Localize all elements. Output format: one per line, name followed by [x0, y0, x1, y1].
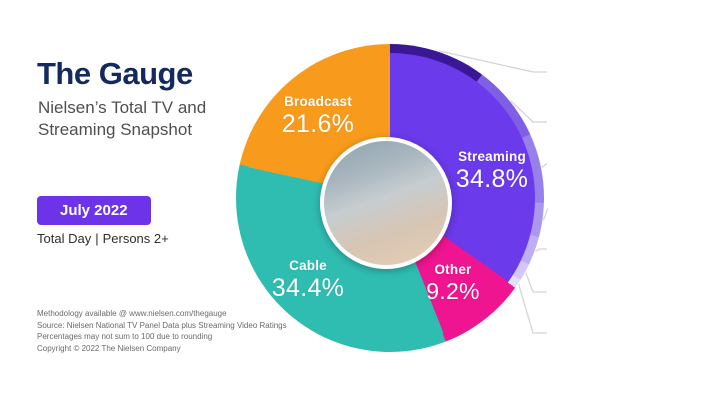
footnotes: Methodology available @ www.nielsen.com/… — [37, 308, 287, 354]
subtitle-line-2: Streaming Snapshot — [38, 120, 193, 139]
cable-value: 34.4% — [271, 274, 345, 302]
streaming-value: 34.8% — [455, 165, 529, 193]
other-value: 9.2% — [426, 278, 480, 304]
scope-total-day: Total Day — [37, 231, 92, 246]
page-title: The Gauge — [37, 56, 193, 91]
slice-label-cable: Cable 34.4% — [272, 258, 344, 303]
footnote-source: Source: Nielsen National TV Panel Data p… — [37, 320, 287, 330]
footnote-copyright: Copyright © 2022 The Nielsen Company — [37, 343, 181, 353]
scope-persons: Persons 2+ — [102, 231, 169, 246]
audience-scope: Total Day | Persons 2+ — [37, 231, 169, 246]
remote-control-photo — [320, 137, 452, 269]
slice-label-streaming: Streaming 34.8% — [456, 149, 528, 194]
slice-label-other: Other 9.2% — [426, 262, 480, 305]
slice-label-broadcast: Broadcast 21.6% — [282, 94, 354, 139]
broadcast-name: Broadcast — [284, 94, 352, 109]
footnote-rounding: Percentages may not sum to 100 due to ro… — [37, 332, 213, 341]
footnote-methodology: Methodology available @ www.nielsen.com/… — [37, 309, 227, 318]
other-name: Other — [434, 262, 472, 277]
cable-name: Cable — [289, 258, 327, 273]
period-badge: July 2022 — [37, 196, 151, 225]
streaming-name: Streaming — [458, 149, 526, 164]
page-subtitle: Nielsen’s Total TV and Streaming Snapsho… — [38, 97, 206, 141]
broadcast-value: 21.6% — [281, 110, 355, 138]
scope-divider: | — [95, 231, 99, 246]
subtitle-line-1: Nielsen’s Total TV and — [38, 98, 207, 117]
